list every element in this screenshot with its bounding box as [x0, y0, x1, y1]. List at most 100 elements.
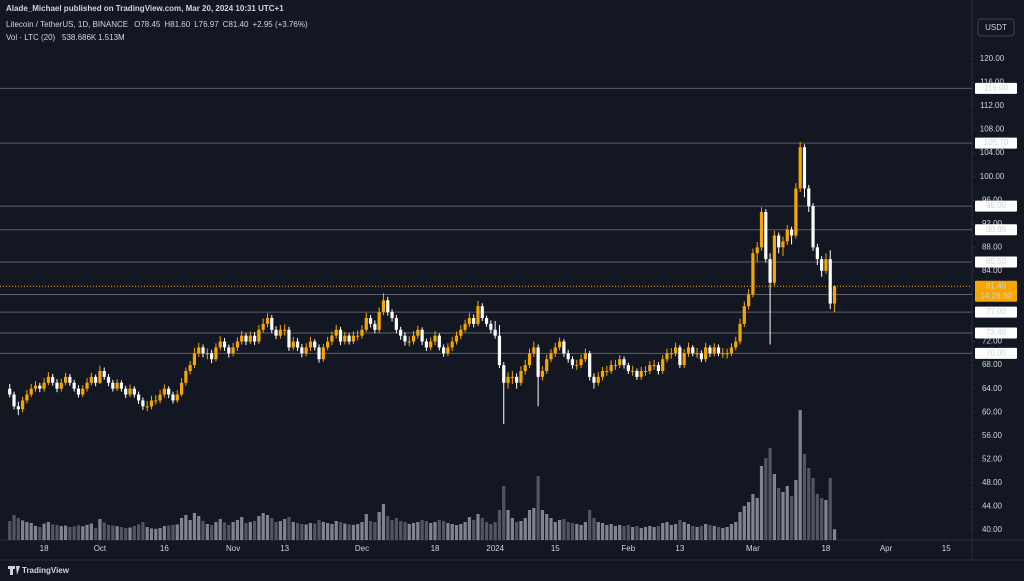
- candle-body: [527, 353, 532, 366]
- candle-body: [807, 188, 811, 207]
- level-label: 85.50: [986, 257, 1007, 266]
- candle-body: [794, 188, 798, 236]
- x-tick-label: 15: [551, 544, 560, 553]
- candle-body: [592, 376, 596, 383]
- candle-body: [777, 235, 781, 248]
- candle-body: [403, 335, 407, 342]
- volume-bar: [119, 527, 124, 540]
- level-label: 73.46: [986, 328, 1007, 337]
- volume-bar: [38, 527, 42, 540]
- candle-body: [205, 353, 209, 355]
- volume-bar: [596, 522, 600, 540]
- volume-bar: [283, 519, 287, 540]
- candle-body: [639, 370, 643, 377]
- legend-value: 81.40: [228, 20, 249, 29]
- volume-bar: [768, 448, 772, 540]
- volume-bar: [553, 522, 557, 540]
- candle-body: [321, 347, 325, 360]
- volume-bar: [626, 525, 630, 540]
- x-tick-label: 18: [40, 544, 49, 553]
- candle-body: [55, 382, 59, 389]
- volume-bar: [747, 502, 751, 540]
- candle-body: [81, 388, 85, 395]
- volume-bar: [781, 492, 785, 540]
- volume-bar: [442, 521, 446, 540]
- legend-value: 81.60: [170, 20, 191, 29]
- volume-bar: [772, 474, 776, 540]
- volume-bar: [115, 526, 119, 540]
- volume-bar: [416, 522, 420, 540]
- candle-body: [42, 382, 46, 389]
- volume-bar: [175, 524, 179, 540]
- volume-bar: [313, 523, 317, 540]
- x-tick-label: Dec: [355, 544, 369, 553]
- currency-button[interactable]: [977, 18, 1015, 37]
- volume-bar: [502, 486, 506, 540]
- volume-bar: [240, 517, 244, 540]
- volume-bar: [377, 512, 381, 540]
- candle-body: [72, 382, 76, 389]
- volume-bar: [613, 526, 618, 540]
- volume-bar: [137, 524, 141, 540]
- candle-body: [261, 323, 265, 330]
- volume-bar: [725, 527, 729, 540]
- candle-body: [33, 385, 38, 389]
- volume-bar: [429, 523, 433, 540]
- countdown: 14:28:30: [980, 291, 1012, 300]
- candle-body: [76, 388, 81, 395]
- volume-bar: [274, 522, 278, 540]
- volume-bar: [545, 514, 549, 540]
- candle-body: [725, 353, 729, 355]
- candle-body: [102, 370, 106, 377]
- level-label-box: [975, 347, 1017, 359]
- x-tick-label: 15: [942, 544, 951, 553]
- publisher: Alade_Michael published on TradingView.c…: [6, 4, 284, 13]
- candle-body: [154, 400, 158, 402]
- candle-body: [562, 341, 566, 354]
- volume-bar: [356, 524, 360, 540]
- candle-body: [106, 376, 111, 383]
- volume-bar: [222, 522, 227, 540]
- level-label-box: [975, 327, 1017, 339]
- volume-bar: [828, 478, 832, 540]
- candle-body: [815, 247, 819, 260]
- y-tick-label: 116.00: [980, 78, 1004, 87]
- volume-bar: [261, 513, 265, 540]
- volume-bar: [68, 527, 72, 540]
- volume-bar: [579, 525, 583, 540]
- chart-title: Litecoin / TetherUS, 1D, BINANCE: [6, 20, 128, 29]
- volume-bar: [12, 515, 16, 540]
- currency-label[interactable]: USDT: [985, 23, 1007, 32]
- volume-bar: [467, 517, 471, 540]
- candle-body: [222, 341, 227, 348]
- candle-body: [381, 300, 386, 313]
- candle-body: [609, 365, 613, 371]
- volume-bar: [832, 529, 837, 540]
- volume-bar: [755, 498, 759, 540]
- volume-bar: [489, 524, 493, 540]
- volume-bar: [600, 523, 605, 540]
- candle-body: [356, 335, 360, 337]
- volume-bar: [192, 513, 197, 540]
- volume-bar: [493, 522, 497, 540]
- candle-body: [394, 317, 398, 330]
- volume-bar: [321, 522, 325, 540]
- candle-body: [648, 365, 652, 371]
- candle-body: [210, 353, 214, 360]
- volume-bar: [562, 519, 566, 540]
- plot: [0, 58, 975, 543]
- candle-body: [652, 365, 656, 367]
- x-tick-label: 13: [675, 544, 684, 553]
- candle-body: [622, 359, 626, 366]
- candle-body: [68, 376, 72, 383]
- volume-bar: [214, 522, 218, 540]
- volume-bar: [51, 524, 55, 540]
- volume-bar: [729, 524, 734, 540]
- candle-body: [446, 347, 450, 354]
- volume-bar: [540, 510, 545, 540]
- volume-bar: [295, 523, 300, 540]
- candle-body: [149, 400, 154, 407]
- volume-bar: [210, 525, 214, 540]
- level-label-box: [975, 306, 1017, 318]
- candle-body: [132, 388, 136, 395]
